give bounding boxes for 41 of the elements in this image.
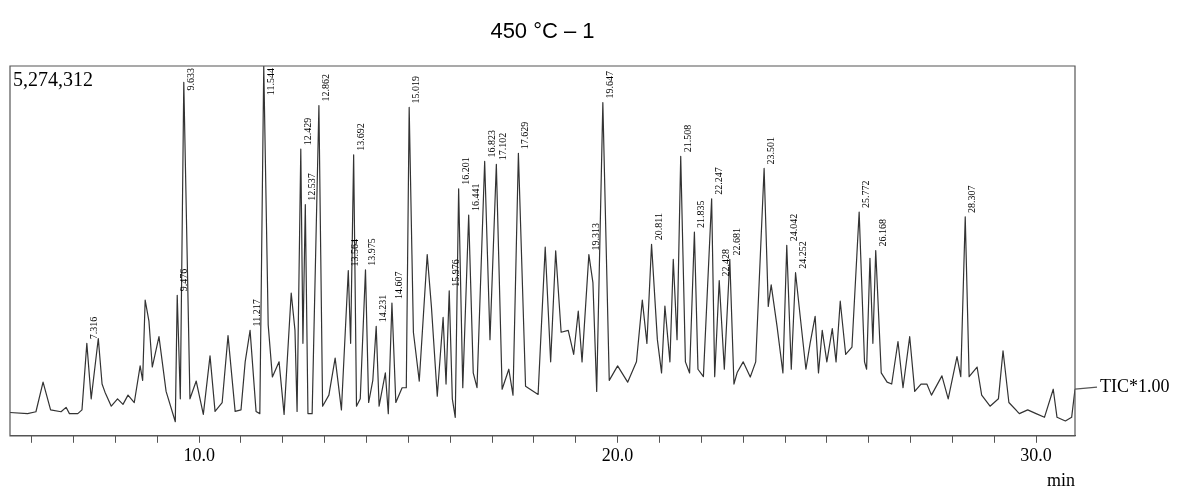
annotation: 19.313: [589, 223, 601, 251]
annotation: 24.042: [787, 213, 799, 242]
x-tick-label: 20.0: [601, 445, 634, 466]
annotation: 14.607: [392, 271, 404, 300]
annotation: 24.252: [796, 241, 808, 269]
annotation: 23.501: [765, 136, 777, 165]
annotation: 21.508: [681, 124, 693, 153]
annotation: 12.862: [319, 74, 331, 102]
text: TIC*1.00: [1100, 375, 1170, 396]
annotation: 9.476: [178, 268, 190, 292]
x-tick-label: 30.0: [1020, 445, 1052, 466]
annotation: 13.692: [354, 123, 366, 151]
annotation: 16.441: [469, 183, 481, 212]
x-axis-title: min: [1046, 469, 1075, 490]
annotation: 11.544: [264, 67, 276, 96]
annotation: 16.201: [459, 157, 471, 185]
annotation: 28.307: [966, 185, 978, 213]
annotation: 22.247: [712, 167, 724, 195]
annotation: 22.428: [720, 248, 732, 277]
annotation: 15.019: [410, 75, 422, 104]
annotation: 13.975: [366, 238, 378, 266]
annotation: 20.811: [652, 213, 664, 241]
annotation: 21.835: [695, 200, 707, 229]
annotation: 25.772: [860, 180, 872, 209]
annotation: 14.231: [377, 294, 389, 323]
annotation: 17.629: [519, 121, 531, 150]
annotation: 16.823: [485, 129, 497, 158]
x-tick-label: 10.0: [183, 445, 215, 466]
annotation: 17.102: [497, 132, 509, 161]
annotation: 12.537: [306, 173, 318, 201]
chart-title: 450 °C – 1: [489, 18, 596, 44]
annotation: 12.429: [301, 117, 313, 146]
annotation: 7.316: [87, 316, 99, 340]
annotation: 5,274,312: [13, 68, 93, 91]
annotation: 9.633: [184, 68, 196, 91]
annotation: 11.217: [251, 299, 263, 327]
annotation: 19.647: [603, 71, 615, 99]
annotation: 13.564: [349, 239, 361, 267]
annotation: 22.681: [730, 227, 742, 256]
annotation: 26.168: [876, 219, 888, 247]
annotation: 15.976: [450, 259, 462, 287]
